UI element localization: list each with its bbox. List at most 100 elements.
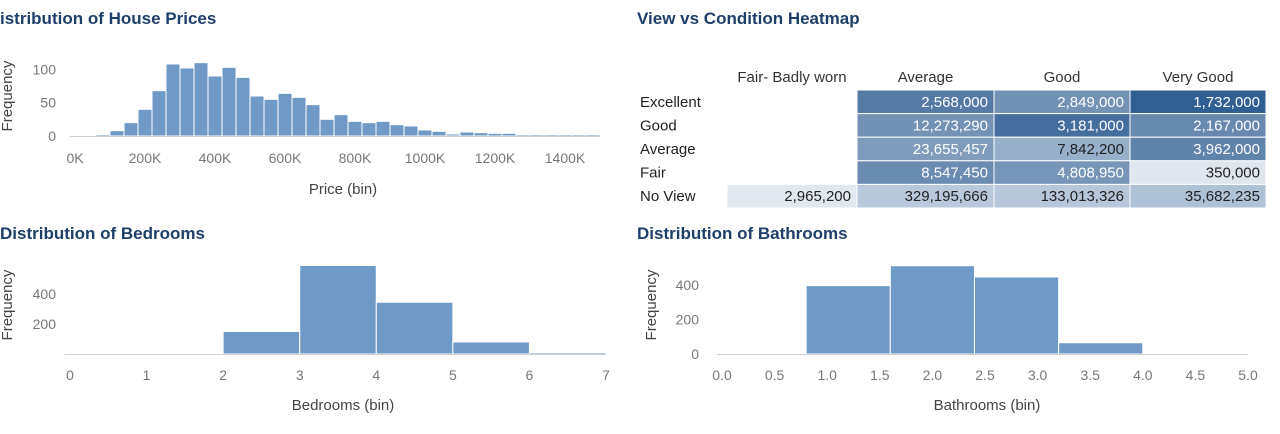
prices-bar [571,134,587,137]
heatmap-row-label: No View [640,188,696,205]
bathrooms-x-tick-label: 5.0 [1238,367,1258,383]
prices-bar [221,66,237,137]
bedrooms-x-tick-label: 7 [602,367,610,383]
prices-bar [585,134,601,137]
prices-bar [165,63,181,137]
heatmap-cell-value: 1,732,000 [1193,94,1260,111]
heatmap-cell-value: 133,013,326 [1041,188,1124,205]
prices-bar [179,67,195,137]
heatmap-cell [1129,183,1267,209]
bathrooms-y-tick-label: 0 [691,346,699,362]
heatmap-column-header: Average [898,69,954,86]
heatmap-row-label: Good [640,117,677,134]
view-condition-heatmap: Fair- Badly worn Average Good Very Good Exce… [632,69,1267,209]
bedrooms-y-tick-label: 200 [33,316,57,332]
bathrooms-y-tick-label: 200 [676,311,700,327]
prices-bar [473,132,489,137]
prices-y-axis-title: Frequency [0,60,16,131]
prices-bar [515,134,531,137]
bedrooms-x-tick-label: 3 [296,367,304,383]
bathrooms-x-tick-label: 0.5 [765,367,785,383]
prices-bar [487,132,503,137]
bedrooms-chart-title: Distribution of Bedrooms [0,224,205,243]
heatmap-column-header: Fair- Badly worn [737,69,846,86]
heatmap-cell-value: 4,808,950 [1057,165,1124,182]
bathrooms-y-axis-title: Frequency [643,269,660,340]
bathrooms-x-tick-label: 3.5 [1080,367,1100,383]
heatmap-row-label: Average [640,141,696,158]
bathrooms-x-tick-label: 4.0 [1133,367,1153,383]
bedrooms-bar [452,341,530,355]
heatmap-row-label: Excellent [640,94,702,111]
bathrooms-bar [1058,342,1144,355]
bedrooms-bar [375,301,454,355]
prices-y-tick-label: 0 [48,128,56,144]
bathrooms-x-tick-label: 1.0 [817,367,837,383]
prices-bar [123,122,139,137]
bedrooms-x-tick-label: 0 [66,367,74,383]
prices-bar [557,134,573,137]
bathrooms-x-tick-label: 4.5 [1186,367,1206,383]
bedrooms-bar [299,265,377,355]
bathrooms-chart-title: Distribution of Bathrooms [637,224,848,243]
prices-bar [431,130,447,137]
prices-bar [375,120,391,137]
bathrooms-bar [805,285,891,355]
prices-bar [543,134,559,137]
prices-x-tick-label: 600K [269,150,302,166]
bedrooms-x-tick-label: 2 [219,367,227,383]
bathrooms-y-tick-label: 400 [676,277,700,293]
heatmap-column-header: Good [1044,69,1081,86]
prices-histogram: Frequency Price (bin) 0K 200K 400K 600K 800K… [0,60,601,198]
heatmap-cell-value: 329,195,666 [905,188,988,205]
bedrooms-y-tick-label: 400 [33,286,57,302]
bathrooms-x-tick-label: 1.5 [870,367,890,383]
bedrooms-bar [222,331,301,355]
prices-bar [445,133,461,137]
heatmap-cell-value: 8,547,450 [921,165,988,182]
prices-x-tick-label: 1400K [545,150,586,166]
prices-x-axis-title: Price (bin) [309,181,377,198]
heatmap-cell-value: 12,273,290 [913,117,988,134]
bedrooms-x-axis-title: Bedrooms (bin) [292,397,395,414]
heatmap-cell-value: 7,842,200 [1057,141,1124,158]
prices-y-tick-label: 100 [33,61,57,77]
bathrooms-x-tick-label: 3.0 [1028,367,1048,383]
prices-bar [249,95,265,137]
heatmap-cell-value: 3,962,000 [1193,141,1260,158]
heatmap-column-header: Very Good [1163,69,1234,86]
prices-bar [347,120,363,137]
bedrooms-histogram: Frequency Bedrooms (bin) 0 1 2 3 4 5 6 7 200 400 [0,265,610,414]
prices-bar [95,134,111,137]
bathrooms-x-tick-label: 2.5 [975,367,995,383]
bedrooms-y-axis-title: Frequency [0,269,16,340]
bedrooms-x-tick-label: 5 [449,367,457,383]
bedrooms-x-tick-label: 4 [372,367,380,383]
prices-x-tick-label: 1200K [475,150,516,166]
heatmap-cell-value: 2,167,000 [1193,117,1260,134]
prices-x-tick-label: 400K [199,150,232,166]
prices-bar [277,92,293,137]
prices-bar [529,134,545,137]
heatmap-cell-value: 2,965,200 [784,188,851,205]
prices-x-tick-label: 800K [339,150,372,166]
prices-bar [235,76,251,137]
prices-bar [417,129,433,137]
prices-bar [207,75,223,137]
prices-bar [305,104,321,137]
prices-x-tick-label: 1000K [405,150,446,166]
heatmap-row-label: Fair [640,165,666,182]
bathrooms-x-tick-label: 2.0 [923,367,943,383]
heatmap-cell-value: 2,849,000 [1057,94,1124,111]
bathrooms-x-axis-title: Bathrooms (bin) [934,397,1041,414]
bedrooms-x-tick-label: 1 [143,367,151,383]
bathrooms-histogram: Frequency Bathrooms (bin) 0.0 0.5 1.0 1.5 2.… [643,265,1258,414]
bedrooms-bar [528,352,607,355]
prices-bar [389,124,405,137]
prices-y-tick-label: 50 [40,95,56,111]
prices-bar [361,122,377,137]
prices-bar [193,62,209,137]
bathrooms-bar [889,265,975,355]
bathrooms-bar [973,276,1060,355]
prices-bar [263,98,279,137]
